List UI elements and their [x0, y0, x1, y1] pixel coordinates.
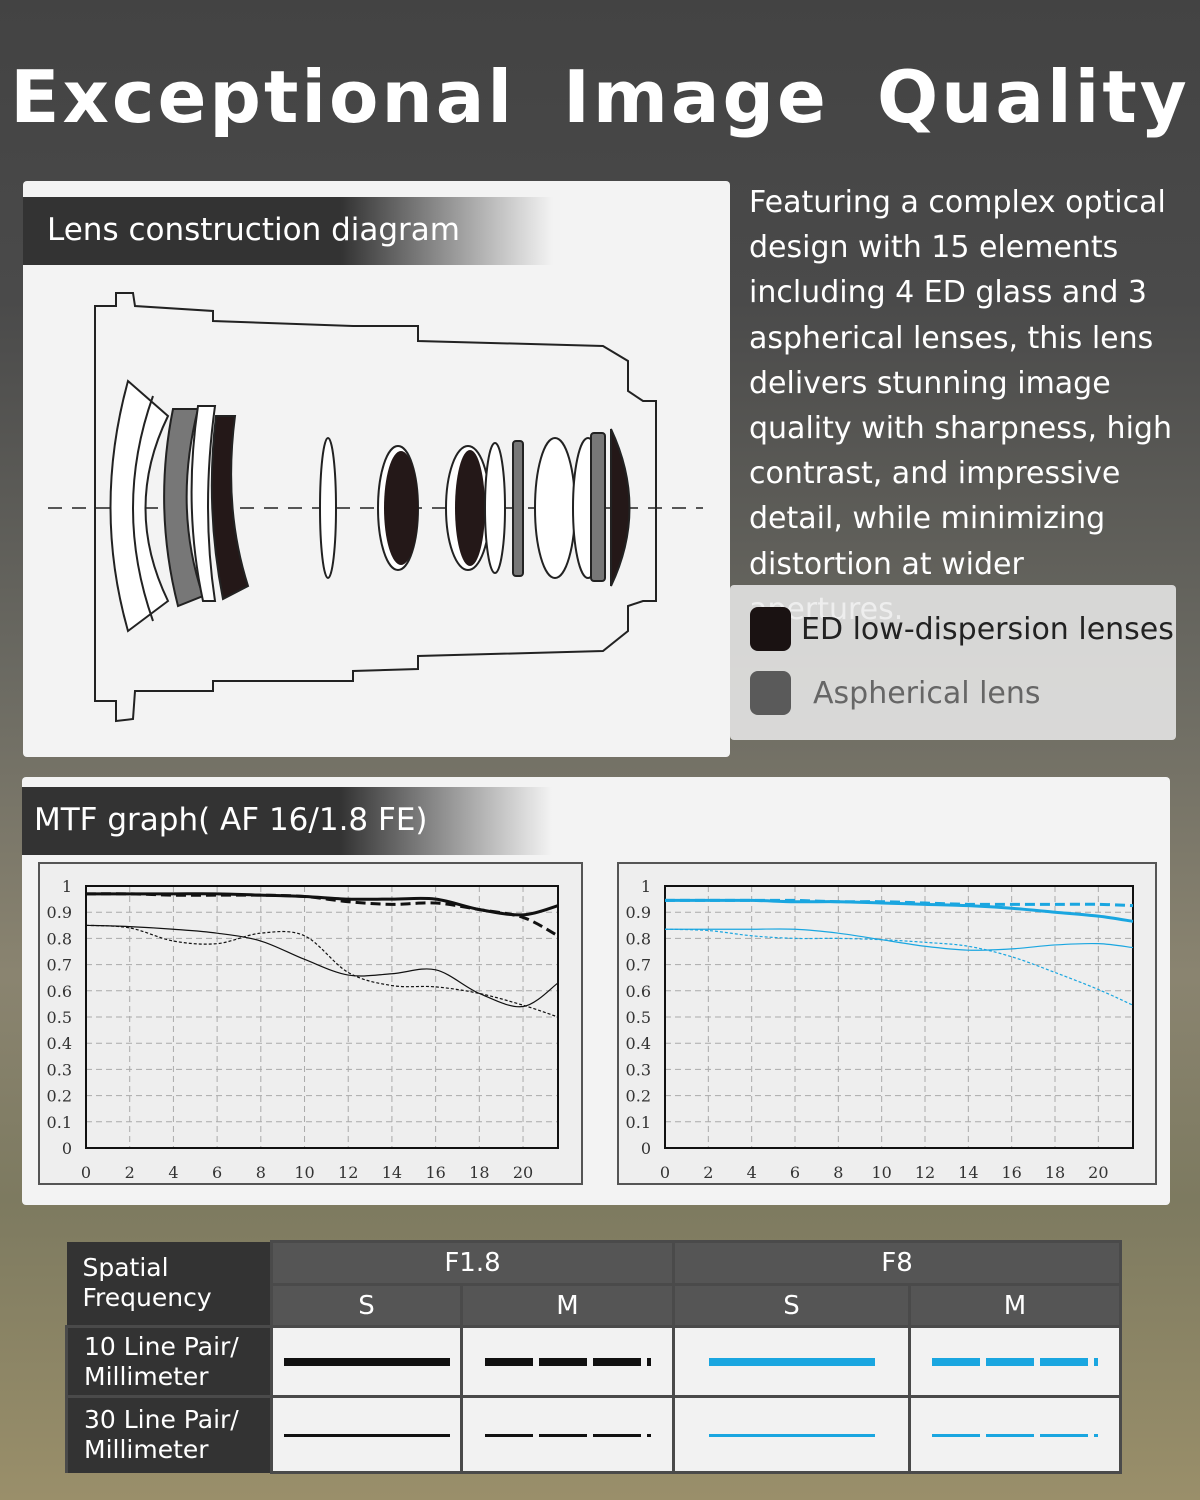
- legend-label: ED low-dispersion lenses: [801, 611, 1174, 647]
- y-tick-label: 0.2: [47, 1087, 72, 1106]
- aspherical-lens: [190, 405, 217, 602]
- x-tick-label: 2: [125, 1163, 135, 1182]
- x-tick-label: 6: [212, 1163, 222, 1182]
- y-tick-label: 0.1: [47, 1113, 72, 1132]
- x-tick-label: 0: [660, 1163, 670, 1182]
- y-tick-label: 0.9: [626, 903, 651, 922]
- mtf-series-thick-dashed: [665, 898, 1134, 908]
- mtf-plot: 00.10.20.30.40.50.60.70.80.910 2 4 6 8 10 12 14…: [47, 877, 559, 1182]
- y-tick-label: 0.8: [626, 929, 651, 948]
- aperture-header: F8: [672, 1240, 1122, 1286]
- aperture-header: F1.8: [270, 1240, 675, 1286]
- sagittal-header: S: [672, 1283, 911, 1328]
- y-tick-label: 0: [641, 1139, 651, 1158]
- x-tick-label: 4: [168, 1163, 178, 1182]
- spatial-frequency-header: Spatial Frequency: [66, 1241, 273, 1328]
- line-sample: [283, 1358, 450, 1366]
- x-tick-label: 18: [469, 1163, 489, 1182]
- y-tick-label: 0.8: [47, 929, 72, 948]
- mtf-panel: MTF graph( AF 16/1.8 FE) 0 0.1 0.2 0.3 0.4 0.…: [22, 777, 1170, 1205]
- legend-item-ed: ED low-dispersion lenses: [750, 607, 1174, 651]
- y-tick-label: 0.7: [626, 956, 651, 975]
- x-tick-label: 12: [915, 1163, 935, 1182]
- y-tick-label: 0.4: [47, 1034, 72, 1053]
- y-tick-label: 0.2: [626, 1087, 651, 1106]
- sagittal-header: S: [270, 1283, 463, 1328]
- x-tick-label: 2: [703, 1163, 713, 1182]
- line-sample: [283, 1433, 450, 1437]
- line-sample: [932, 1433, 1098, 1437]
- lens-diagram-panel: Lens construction diagram: [23, 181, 730, 757]
- x-tick-label: 14: [958, 1163, 978, 1182]
- row-label-10lp: 10 Line Pair/ Millimeter: [65, 1325, 273, 1398]
- mtf-series-thin-solid: [665, 928, 1134, 951]
- mtf-chart-f1-8: 0 0.1 0.2 0.3 0.4 0.5 0.6 0.7 0.8 0.9 1 0 2 4 6 8 10 12 14…: [38, 862, 583, 1185]
- plot-frame: [664, 885, 1134, 1149]
- legend-item-aspherical: Aspherical lens: [750, 671, 1041, 715]
- description-text: Featuring a complex optical design with …: [749, 185, 1172, 627]
- lens-construction-diagram: [48, 292, 703, 723]
- lens-element: [319, 437, 337, 579]
- mtf-panel-header: MTF graph( AF 16/1.8 FE): [22, 787, 552, 855]
- lens-element: [534, 437, 576, 579]
- mtf-series-thick-dashed: [85, 892, 559, 938]
- line-sample: [708, 1433, 875, 1437]
- mtf-legend-table: Spatial Frequency F1.8 F8 S M S M 10 Lin…: [65, 1240, 1122, 1474]
- y-tick-label: 0.6: [626, 982, 651, 1001]
- lens-legend: ED low-dispersion lenses Aspherical lens: [730, 585, 1176, 740]
- ed-lens: [210, 415, 250, 601]
- lens-panel-header: Lens construction diagram: [23, 197, 553, 265]
- row-label-30lp: 30 Line Pair/ Millimeter: [65, 1395, 273, 1473]
- line-sample: [708, 1358, 875, 1366]
- ed-lens: [455, 450, 485, 566]
- y-tick-label: 0.4: [626, 1034, 651, 1053]
- y-tick-label: 0.6: [47, 982, 72, 1001]
- aspherical-lens: [512, 440, 524, 577]
- x-tick-label: 0: [81, 1163, 91, 1182]
- x-tick-label: 12: [338, 1163, 358, 1182]
- x-tick-label: 18: [1045, 1163, 1065, 1182]
- lens-element: [484, 442, 506, 574]
- ed-lens: [610, 428, 631, 587]
- meridional-header: M: [908, 1283, 1122, 1328]
- line-sample: [484, 1358, 651, 1366]
- ed-swatch: [750, 607, 791, 651]
- y-tick-label: 0.5: [626, 1008, 651, 1027]
- x-tick-label: 10: [871, 1163, 891, 1182]
- mtf-plot: 00.10.20.30.40.50.60.70.80.910 2 4 6 8 10 12 14…: [626, 877, 1134, 1182]
- y-tick-label: 0.9: [47, 903, 72, 922]
- page-title: Exceptional Image Quality: [10, 55, 1190, 139]
- x-tick-label: 14: [382, 1163, 402, 1182]
- mtf-chart-f8: 0 0.1 0.2 0.3 0.4 0.5 0.6 0.7 0.8 0.9 1 0 2 4 6 8 10 12 14…: [617, 862, 1157, 1185]
- ed-lens: [384, 451, 418, 565]
- y-tick-label: 0.5: [47, 1008, 72, 1027]
- y-tick-label: 0.3: [626, 1060, 651, 1079]
- legend-label: Aspherical lens: [813, 675, 1041, 711]
- x-tick-label: 8: [256, 1163, 266, 1182]
- mtf-series-thin-dashed: [85, 924, 559, 1018]
- aspherical-lens: [590, 432, 606, 582]
- mtf-series-thin-dashed: [664, 928, 1134, 1006]
- x-tick-label: 8: [833, 1163, 843, 1182]
- x-tick-label: 6: [790, 1163, 800, 1182]
- meridional-header: M: [460, 1283, 675, 1328]
- y-tick-label: 1: [641, 877, 651, 896]
- y-tick-label: 0.1: [626, 1113, 651, 1132]
- x-tick-label: 4: [747, 1163, 757, 1182]
- x-tick-label: 20: [513, 1163, 533, 1182]
- y-tick-label: 0.3: [47, 1060, 72, 1079]
- y-tick-label: 1: [62, 877, 72, 896]
- mtf-series-thin-solid: [85, 924, 559, 1008]
- lens-barrel-outline: [94, 292, 657, 723]
- aspherical-swatch: [750, 671, 791, 715]
- x-tick-label: 20: [1088, 1163, 1108, 1182]
- y-tick-label: 0.7: [47, 956, 72, 975]
- x-tick-label: 10: [294, 1163, 314, 1182]
- x-tick-label: 16: [1001, 1163, 1021, 1182]
- line-sample: [484, 1433, 651, 1437]
- y-tick-label: 0: [62, 1139, 72, 1158]
- line-sample: [932, 1358, 1098, 1366]
- x-tick-label: 16: [425, 1163, 445, 1182]
- aspherical-lens: [163, 408, 205, 608]
